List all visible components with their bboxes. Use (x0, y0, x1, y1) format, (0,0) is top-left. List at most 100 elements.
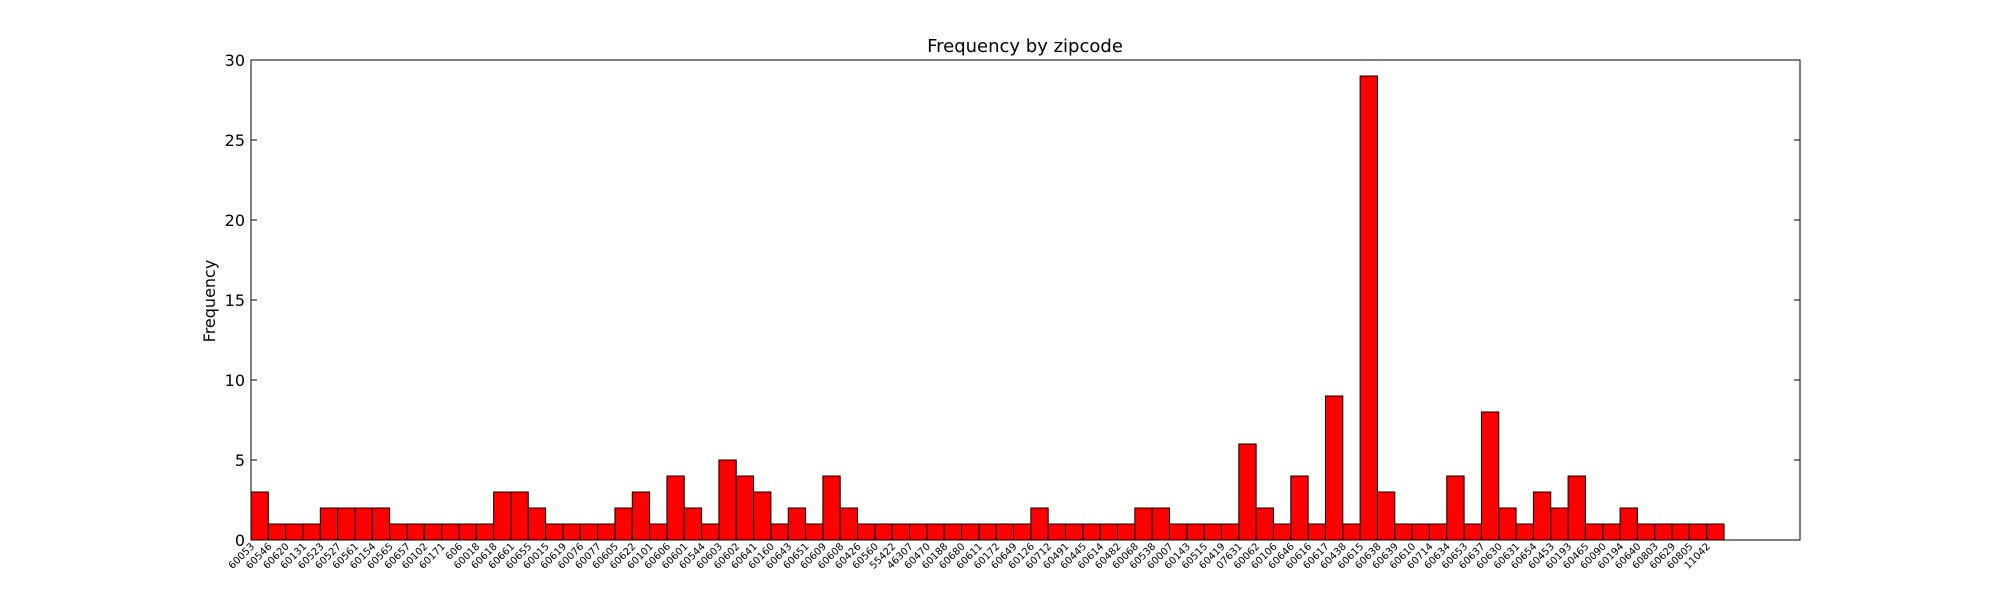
bar (649, 523, 668, 541)
bar (1706, 523, 1725, 541)
bar (1394, 523, 1413, 541)
bar (1030, 507, 1049, 541)
bar (562, 523, 581, 541)
bar (475, 523, 495, 541)
bar (1688, 523, 1708, 541)
bar (961, 523, 980, 541)
bar (1220, 523, 1240, 541)
bar (943, 523, 963, 541)
bar (441, 523, 460, 541)
bar (1411, 523, 1430, 541)
bar (1238, 443, 1257, 541)
bar (250, 491, 269, 541)
bar (1099, 523, 1119, 541)
bar (1498, 507, 1517, 541)
bar (1203, 523, 1222, 541)
y-tick-label: 10 (225, 371, 245, 390)
bar (1671, 523, 1690, 541)
bar (666, 475, 685, 541)
bar (874, 523, 893, 541)
bar (805, 523, 824, 541)
bar (1307, 523, 1326, 541)
y-tick-label: 20 (225, 211, 245, 230)
bar (337, 507, 356, 541)
bar (1567, 475, 1586, 541)
bar (267, 523, 287, 541)
bar (926, 523, 945, 541)
bar (735, 475, 755, 541)
bar (978, 523, 997, 541)
bar (1619, 507, 1638, 541)
bar (458, 523, 477, 541)
y-tick-label: 25 (225, 131, 245, 150)
bar (909, 523, 928, 541)
bar (787, 507, 807, 541)
bar (545, 523, 564, 541)
bar (1428, 523, 1448, 541)
bar (770, 523, 789, 541)
bar (1515, 523, 1534, 541)
y-tick-label: 5 (235, 451, 245, 470)
bar (1047, 523, 1067, 541)
bar (995, 523, 1015, 541)
bar (1532, 491, 1552, 541)
bar (1463, 523, 1482, 541)
bar (1654, 523, 1673, 541)
bar (631, 491, 651, 541)
y-tick-label: 0 (235, 531, 245, 550)
plot-frame (250, 59, 1801, 541)
bar (614, 507, 633, 541)
bar (1134, 507, 1153, 541)
bar (1065, 523, 1084, 541)
y-axis-label: Frequency (200, 260, 219, 343)
bar (354, 507, 373, 541)
bar (1272, 523, 1292, 541)
bar (1013, 523, 1032, 541)
bar (319, 507, 339, 541)
bar (1186, 523, 1205, 541)
bar (1480, 411, 1500, 541)
bar (285, 523, 304, 541)
bar (1636, 523, 1656, 541)
bar (1117, 523, 1136, 541)
bar (406, 523, 425, 541)
bar (493, 491, 512, 541)
bar (1255, 507, 1274, 541)
bar (1446, 475, 1465, 541)
bar (891, 523, 911, 541)
bar (1376, 491, 1396, 541)
bar (1168, 523, 1188, 541)
bar (389, 523, 408, 541)
bar (1359, 75, 1378, 541)
bar (1550, 507, 1569, 541)
bar (597, 523, 616, 541)
bar (718, 459, 737, 541)
bar (1290, 475, 1309, 541)
bar (1324, 395, 1344, 541)
bar (857, 523, 876, 541)
bar (423, 523, 443, 541)
x-ticks-layer: 6005360546606206013160523605276056160154… (227, 536, 1713, 572)
bar (683, 507, 703, 541)
y-tick-label: 30 (225, 51, 245, 70)
bar (1342, 523, 1361, 541)
bar (371, 507, 391, 541)
bar (701, 523, 720, 541)
bar (1602, 523, 1621, 541)
bar (822, 475, 841, 541)
bar (1584, 523, 1604, 541)
chart-title: Frequency by zipcode (927, 36, 1123, 57)
bar (1151, 507, 1170, 541)
bar (302, 523, 321, 541)
y-ticks-layer: 0 5 10 15 20 25 30 (225, 51, 1800, 550)
bar (1082, 523, 1101, 541)
bar (839, 507, 859, 541)
bars-layer (250, 75, 1725, 541)
bar (579, 523, 599, 541)
bar (527, 507, 547, 541)
y-tick-label: 15 (225, 291, 245, 310)
bar (753, 491, 772, 541)
bar (510, 491, 529, 541)
